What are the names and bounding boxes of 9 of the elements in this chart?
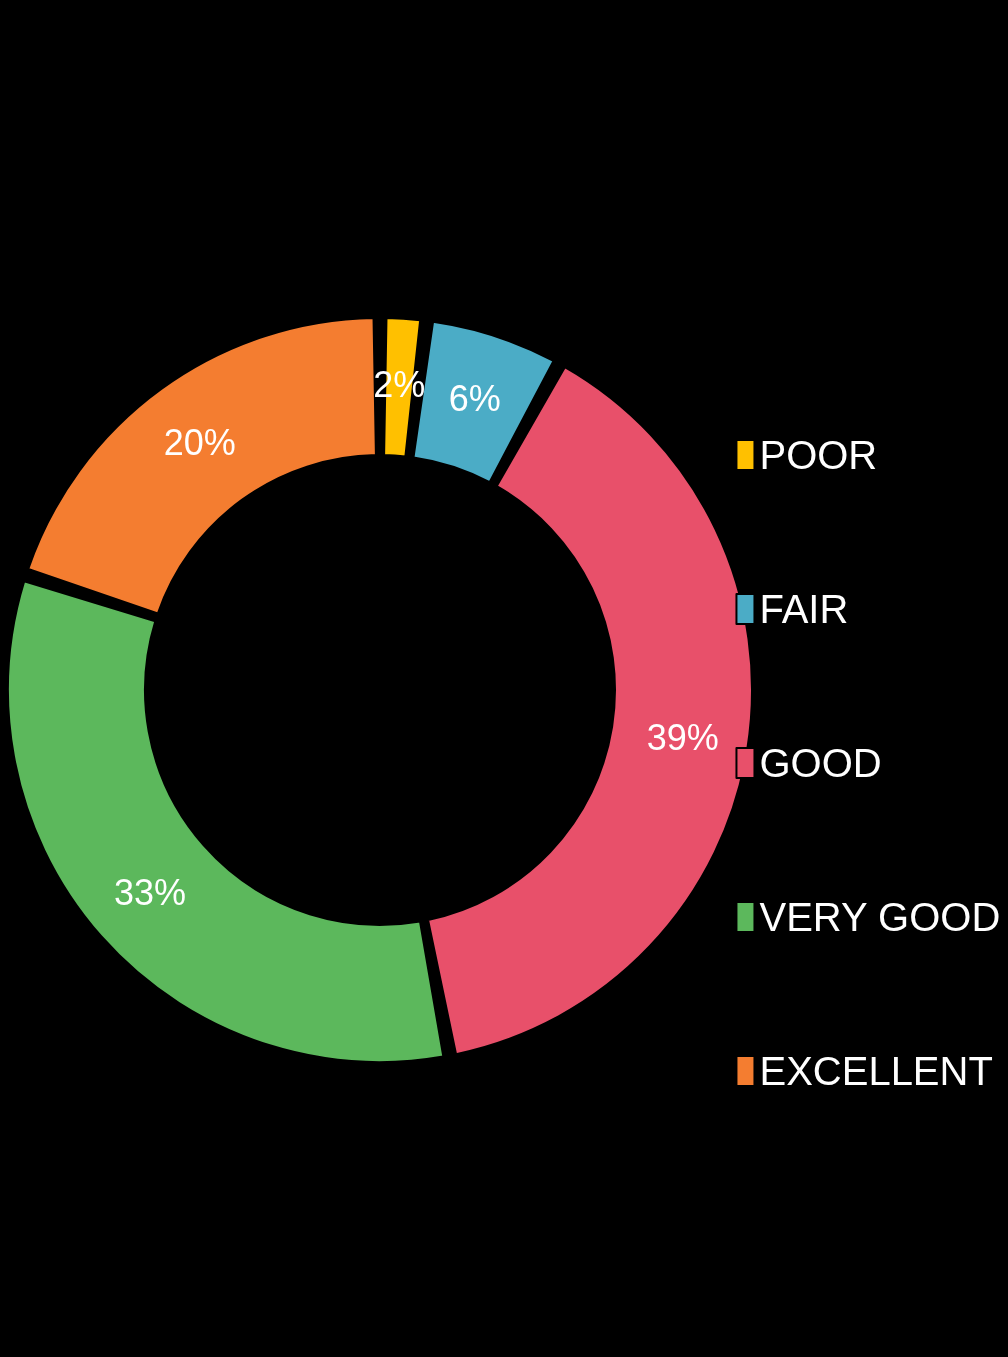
legend-label: VERY GOOD [759,895,1001,939]
data-label: 20% [163,421,236,463]
data-label: 39% [646,717,719,759]
legend-label: POOR [759,433,878,477]
data-label: 6% [448,378,501,419]
legend-label: GOOD [759,741,882,785]
legend-label: EXCELLENT [759,1049,993,1093]
legend-label: FAIR [759,587,849,631]
data-label: 33% [114,872,187,914]
